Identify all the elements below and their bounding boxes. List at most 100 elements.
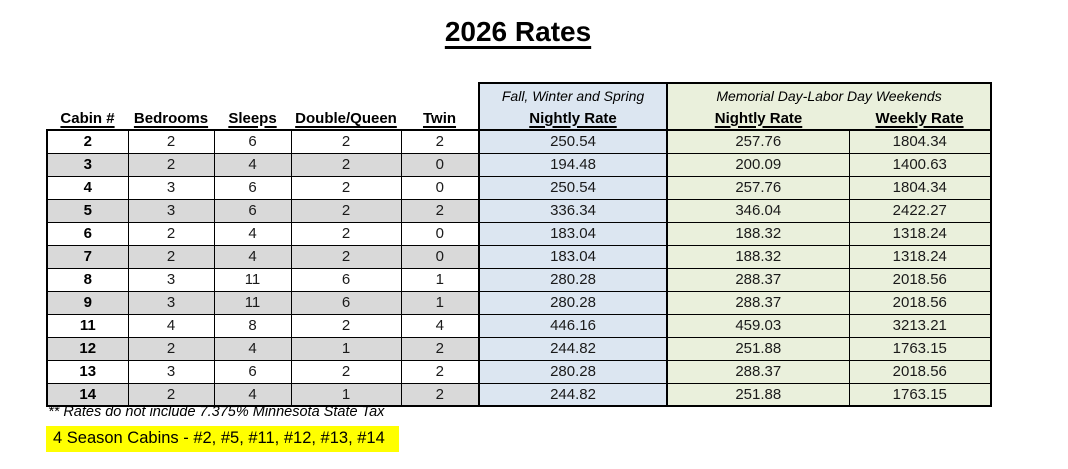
cell-mdld-weekly: 1318.24	[848, 221, 993, 246]
cell-mdld-nightly: 251.88	[666, 382, 850, 407]
season-label-fall-winter-spring: Fall, Winter and Spring	[478, 82, 669, 107]
cell-mdld-nightly: 346.04	[666, 198, 850, 223]
cell-bedrooms: 3	[127, 198, 215, 223]
cell-bedrooms: 2	[127, 382, 215, 407]
cell-mdld-nightly: 200.09	[666, 152, 850, 177]
cell-double-queen: 6	[290, 267, 402, 292]
cell-bedrooms: 3	[127, 175, 215, 200]
tax-footnote: ** Rates do not include 7.375% Minnesota…	[48, 404, 385, 420]
cell-double-queen: 2	[290, 129, 402, 154]
cell-mdld-weekly: 3213.21	[848, 313, 993, 338]
cell-cabin: 12	[46, 336, 129, 361]
cell-mdld-nightly: 288.37	[666, 267, 850, 292]
cell-mdld-nightly: 257.76	[666, 129, 850, 154]
cell-bedrooms: 2	[127, 129, 215, 154]
cell-fws-nightly: 250.54	[478, 175, 669, 200]
cell-cabin: 2	[46, 129, 129, 154]
cell-double-queen: 1	[290, 382, 402, 407]
cell-double-queen: 2	[290, 175, 402, 200]
cell-double-queen: 2	[290, 152, 402, 177]
cell-sleeps: 6	[213, 175, 292, 200]
cell-cabin: 11	[46, 313, 129, 338]
cell-double-queen: 2	[290, 359, 402, 384]
table-row: 9 3 11 6 1 280.28 288.37 2018.56	[46, 290, 993, 315]
table-row: 4 3 6 2 0 250.54 257.76 1804.34	[46, 175, 993, 200]
cell-fws-nightly: 183.04	[478, 221, 669, 246]
four-season-cabins-note: 4 Season Cabins - #2, #5, #11, #12, #13,…	[46, 426, 399, 452]
cell-fws-nightly: 194.48	[478, 152, 669, 177]
cell-cabin: 4	[46, 175, 129, 200]
season-label-memorial-labor: Memorial Day-Labor Day Weekends	[667, 82, 993, 107]
cell-cabin: 13	[46, 359, 129, 384]
cell-fws-nightly: 446.16	[478, 313, 669, 338]
season-header-row: Fall, Winter and Spring Memorial Day-Lab…	[47, 82, 993, 107]
cell-bedrooms: 4	[127, 313, 215, 338]
cell-sleeps: 11	[213, 267, 292, 292]
rates-table-header: Fall, Winter and Spring Memorial Day-Lab…	[47, 82, 993, 130]
table-row: 13 3 6 2 2 280.28 288.37 2018.56	[46, 359, 993, 384]
cell-twin: 2	[400, 336, 480, 361]
column-header-fws-nightly-rate: Nightly Rate	[478, 107, 669, 130]
column-header-mdld-nightly-rate: Nightly Rate	[667, 107, 850, 130]
table-row: 6 2 4 2 0 183.04 188.32 1318.24	[46, 221, 993, 246]
cell-cabin: 14	[46, 382, 129, 407]
cell-twin: 0	[400, 244, 480, 269]
column-header-sleeps: Sleeps	[214, 107, 291, 130]
column-header-row: Cabin # Bedrooms Sleeps Double/Queen Twi…	[47, 107, 993, 130]
column-header-cabin: Cabin #	[47, 107, 128, 130]
cell-twin: 0	[400, 221, 480, 246]
cell-fws-nightly: 244.82	[478, 336, 669, 361]
cell-twin: 1	[400, 267, 480, 292]
table-row: 11 4 8 2 4 446.16 459.03 3213.21	[46, 313, 993, 338]
cell-sleeps: 4	[213, 221, 292, 246]
cell-twin: 2	[400, 129, 480, 154]
cell-bedrooms: 2	[127, 221, 215, 246]
cell-sleeps: 6	[213, 359, 292, 384]
cell-sleeps: 4	[213, 152, 292, 177]
cell-twin: 1	[400, 290, 480, 315]
cell-sleeps: 4	[213, 244, 292, 269]
page-title: 2026 Rates	[444, 16, 592, 47]
header-spacer	[47, 83, 480, 107]
table-row: 7 2 4 2 0 183.04 188.32 1318.24	[46, 244, 993, 269]
cell-mdld-weekly: 1804.34	[848, 175, 993, 200]
cell-sleeps: 6	[213, 198, 292, 223]
column-header-double-queen: Double/Queen	[291, 107, 401, 130]
cell-bedrooms: 2	[127, 152, 215, 177]
cell-mdld-nightly: 288.37	[666, 290, 850, 315]
cell-sleeps: 4	[213, 336, 292, 361]
cell-mdld-nightly: 257.76	[666, 175, 850, 200]
rates-table: Fall, Winter and Spring Memorial Day-Lab…	[46, 82, 993, 407]
cell-fws-nightly: 280.28	[478, 267, 669, 292]
column-header-mdld-weekly-rate: Weekly Rate	[849, 107, 993, 130]
cell-cabin: 6	[46, 221, 129, 246]
cell-sleeps: 4	[213, 382, 292, 407]
cell-fws-nightly: 280.28	[478, 290, 669, 315]
cell-fws-nightly: 183.04	[478, 244, 669, 269]
cell-double-queen: 2	[290, 221, 402, 246]
cell-fws-nightly: 336.34	[478, 198, 669, 223]
cell-fws-nightly: 250.54	[478, 129, 669, 154]
cell-mdld-weekly: 2018.56	[848, 290, 993, 315]
table-row: 2 2 6 2 2 250.54 257.76 1804.34	[46, 129, 993, 154]
cell-cabin: 5	[46, 198, 129, 223]
cell-twin: 0	[400, 175, 480, 200]
cell-bedrooms: 3	[127, 290, 215, 315]
cell-fws-nightly: 280.28	[478, 359, 669, 384]
cell-bedrooms: 2	[127, 336, 215, 361]
table-row: 8 3 11 6 1 280.28 288.37 2018.56	[46, 267, 993, 292]
cell-twin: 2	[400, 359, 480, 384]
cell-double-queen: 2	[290, 313, 402, 338]
cell-fws-nightly: 244.82	[478, 382, 669, 407]
cell-twin: 2	[400, 382, 480, 407]
rates-table-body: 2 2 6 2 2 250.54 257.76 1804.34 3 2 4 2 0 194.48 200.0…	[46, 129, 993, 407]
table-row: 3 2 4 2 0 194.48 200.09 1400.63	[46, 152, 993, 177]
cell-sleeps: 11	[213, 290, 292, 315]
table-row: 14 2 4 1 2 244.82 251.88 1763.15	[46, 382, 993, 407]
cell-bedrooms: 3	[127, 359, 215, 384]
table-row: 12 2 4 1 2 244.82 251.88 1763.15	[46, 336, 993, 361]
cell-twin: 4	[400, 313, 480, 338]
cell-mdld-nightly: 459.03	[666, 313, 850, 338]
cell-bedrooms: 2	[127, 244, 215, 269]
